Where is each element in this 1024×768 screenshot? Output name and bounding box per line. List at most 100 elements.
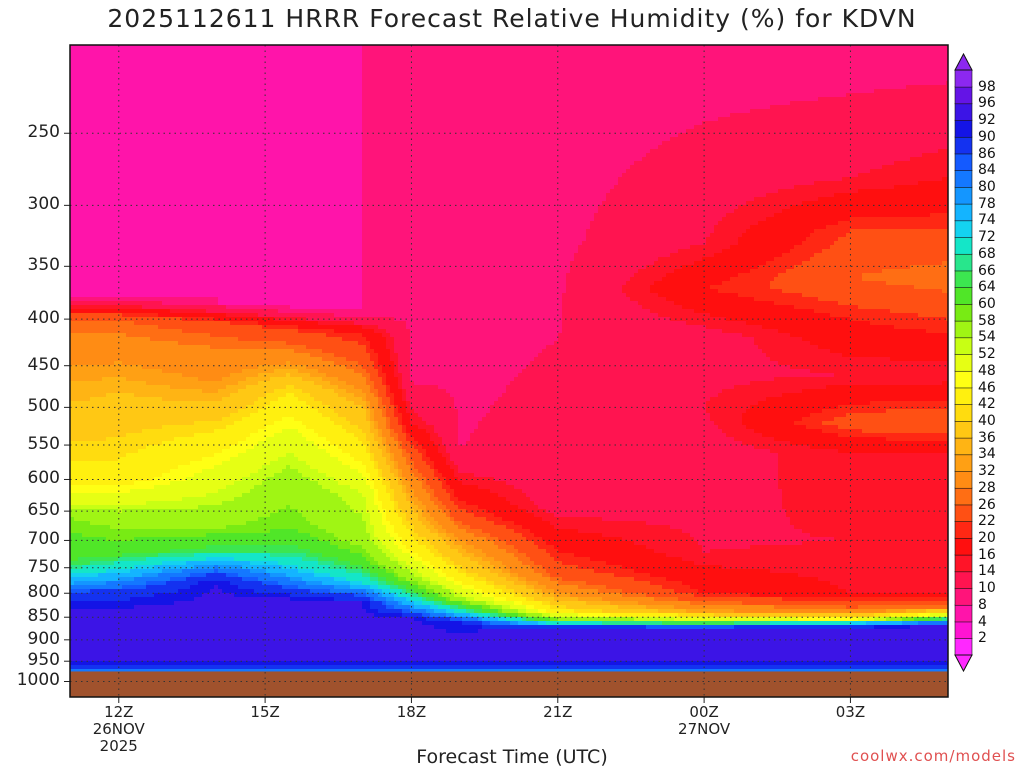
colorbar-swatch	[954, 487, 973, 506]
colorbar-label: 22	[978, 514, 996, 528]
colorbar-swatch	[954, 621, 973, 639]
colorbar-label: 14	[978, 564, 996, 578]
y-tick-label: 600	[2, 468, 60, 488]
colorbar-label: 52	[978, 347, 996, 361]
colorbar-swatch	[954, 437, 973, 456]
colorbar-swatch	[954, 353, 973, 372]
colorbar-swatch	[954, 554, 973, 573]
y-tick-label: 250	[2, 122, 60, 142]
colorbar-label: 2	[978, 631, 987, 645]
x-tick-label: 21Z	[518, 704, 598, 721]
y-tick-label: 650	[2, 500, 60, 520]
x-tick-label: 18Z	[371, 704, 451, 721]
colorbar-label: 20	[978, 531, 996, 545]
x-axis-title: Forecast Time (UTC)	[0, 746, 1024, 768]
y-tick-label: 950	[2, 650, 60, 670]
colorbar-swatch	[954, 320, 973, 339]
colorbar-swatch	[954, 454, 973, 472]
y-tick-label: 450	[2, 355, 60, 375]
rh-field	[70, 45, 948, 697]
colorbar-label: 86	[978, 147, 996, 161]
colorbar-swatch	[954, 69, 973, 88]
colorbar-swatch	[954, 520, 973, 539]
colorbar-label: 42	[978, 397, 996, 411]
colorbar-label: 60	[978, 297, 996, 311]
colorbar-label: 16	[978, 548, 996, 562]
colorbar-swatch	[954, 169, 973, 188]
x-tick-label: 15Z	[225, 704, 305, 721]
x-tick-label: 03Z	[810, 704, 890, 721]
colorbar-swatch	[954, 303, 973, 322]
colorbar-label: 36	[978, 431, 996, 445]
colorbar-swatch	[954, 504, 973, 522]
y-tick-label: 550	[2, 434, 60, 454]
y-tick-label: 300	[2, 194, 60, 214]
plot-frame	[69, 44, 949, 698]
y-tick-label: 800	[2, 582, 60, 602]
colorbar-swatch	[954, 286, 973, 305]
colorbar-label: 74	[978, 213, 996, 227]
colorbar-swatch	[954, 604, 973, 623]
colorbar-label: 10	[978, 581, 996, 595]
colorbar-label: 66	[978, 264, 996, 278]
colorbar-swatch	[954, 337, 973, 355]
colorbar-swatch	[954, 253, 973, 272]
colorbar-swatch	[954, 470, 973, 489]
colorbar-swatch	[954, 103, 973, 121]
colorbar-swatch	[954, 86, 973, 105]
colorbar-label: 92	[978, 113, 996, 127]
colorbar-swatch	[954, 387, 973, 405]
colorbar-swatch	[954, 571, 973, 589]
colorbar-swatch	[954, 136, 973, 155]
chart-title: 2025112611 HRRR Forecast Relative Humidi…	[0, 4, 1024, 33]
colorbar-label: 96	[978, 96, 996, 110]
colorbar-label: 64	[978, 280, 996, 294]
colorbar-label: 90	[978, 130, 996, 144]
x-tick-label: 21Z	[518, 704, 598, 721]
colorbar-label: 72	[978, 230, 996, 244]
colorbar-label: 98	[978, 80, 996, 94]
colorbar-swatch	[954, 220, 973, 238]
y-tick-label: 350	[2, 255, 60, 275]
y-tick-label: 1000	[2, 670, 60, 690]
x-tick-label: 00Z	[664, 704, 744, 721]
colorbar-swatch	[954, 587, 973, 606]
x-tick-year: 2025	[79, 738, 159, 755]
colorbar-label: 40	[978, 414, 996, 428]
x-tick-label: 12Z 26NOV 2025	[79, 704, 159, 755]
grid-lines	[70, 45, 948, 697]
colorbar-max-arrow	[954, 52, 973, 71]
colorbar-swatch	[954, 153, 973, 171]
y-tick-label: 750	[2, 557, 60, 577]
x-tick-label: 03Z	[810, 704, 890, 721]
colorbar-swatch	[954, 270, 973, 288]
colorbar-swatch	[954, 119, 973, 138]
colorbar-label: 28	[978, 481, 996, 495]
colorbar-label: 84	[978, 163, 996, 177]
source-credit: coolwx.com/models	[851, 747, 1016, 765]
colorbar-label: 8	[978, 598, 987, 612]
x-tick-label: 12Z	[79, 704, 159, 721]
colorbar-swatch	[954, 370, 973, 389]
colorbar-swatch	[954, 203, 973, 222]
colorbar-swatch	[954, 537, 973, 556]
colorbar-min-arrow	[954, 654, 973, 673]
colorbar-swatch	[954, 420, 973, 439]
y-tick-label: 500	[2, 396, 60, 416]
colorbar-label: 46	[978, 381, 996, 395]
x-tick-label: 00Z 27NOV	[664, 704, 744, 738]
colorbar-swatch	[954, 236, 973, 255]
colorbar-label: 54	[978, 330, 996, 344]
colorbar-swatch	[954, 637, 973, 656]
colorbar-label: 58	[978, 314, 996, 328]
y-tick-label: 400	[2, 308, 60, 328]
x-tick-label: 18Z	[371, 704, 451, 721]
x-tick-label: 15Z	[225, 704, 305, 721]
colorbar-label: 32	[978, 464, 996, 478]
terrain-surface	[70, 671, 948, 697]
colorbar-swatch	[954, 186, 973, 205]
colorbar-label: 68	[978, 247, 996, 261]
colorbar-label: 48	[978, 364, 996, 378]
y-tick-label: 700	[2, 529, 60, 549]
